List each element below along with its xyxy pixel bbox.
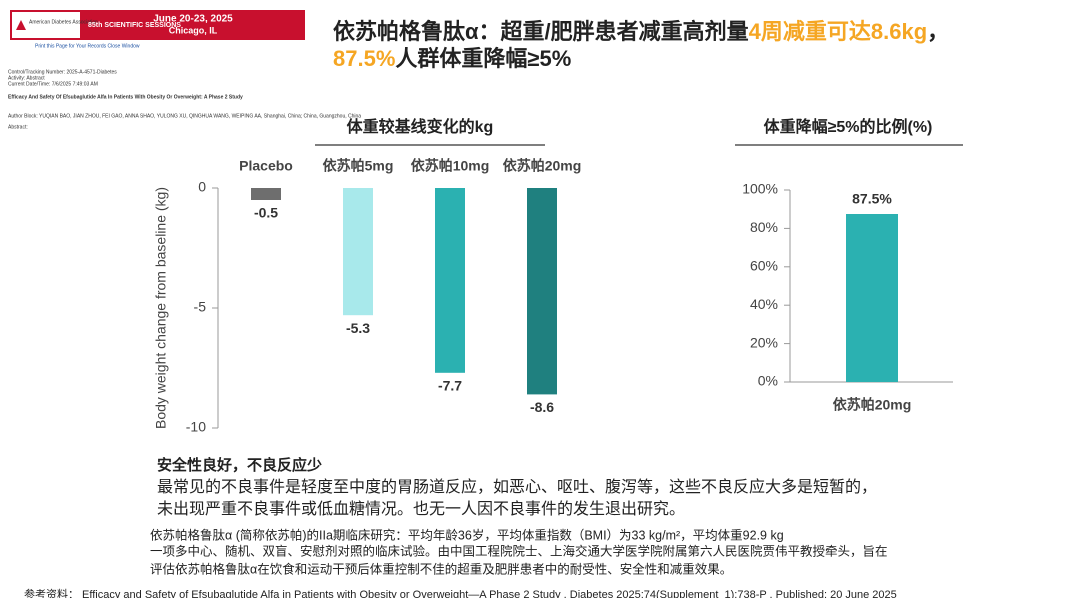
title-text: ，	[927, 19, 949, 44]
x-tick-label: 依苏帕10mg	[411, 158, 490, 174]
print-link[interactable]: Print this Page for Your Records Close W…	[35, 43, 140, 49]
x-tick-label: 依苏帕20mg	[503, 158, 582, 174]
value-label: -0.5	[254, 205, 278, 221]
banner-session: 85th SCIENTIFIC SESSIONS	[88, 22, 181, 29]
bar	[435, 188, 465, 373]
x-tick-label: 依苏帕5mg	[323, 158, 394, 174]
title-text: 依苏帕格鲁肽α：超重/肥胖患者减重高剂量	[333, 19, 749, 44]
bar	[343, 188, 373, 316]
logo-icon	[16, 20, 26, 30]
abstract: Abstract:	[8, 124, 28, 130]
y-tick-label: 40%	[750, 296, 778, 312]
y-tick-label: 0	[198, 179, 206, 195]
activity: Activity: Abstract	[8, 75, 45, 81]
value-label: -8.6	[530, 399, 554, 415]
abstract-title: Efficacy And Safety Of Efsubaglutide Alf…	[8, 94, 243, 100]
safety-heading: 安全性良好，不良反应少	[157, 456, 322, 474]
y-tick-label: 80%	[750, 219, 778, 235]
reference: 参考资料： Efficacy and Safety of Efsubagluti…	[24, 587, 897, 598]
note-line: 依苏帕格鲁肽α (简称依苏帕)的IIa期临床研究：平均年龄36岁，平均体重指数（…	[150, 527, 784, 542]
y-tick-label: 60%	[750, 258, 778, 274]
y-tick-label: 20%	[750, 334, 778, 350]
bar	[846, 214, 898, 382]
y-tick-label: -10	[186, 419, 206, 435]
value-label: -5.3	[346, 320, 370, 336]
title-text: 人群体重降幅≥5%	[395, 46, 571, 71]
title-highlight: 4周减重可达8.6kg	[749, 19, 928, 44]
bar	[527, 188, 557, 395]
x-tick-label: Placebo	[239, 158, 293, 174]
y-tick-label: 0%	[758, 373, 778, 389]
y-axis-label: Body weight change from baseline (kg)	[153, 187, 169, 429]
y-tick-label: 100%	[742, 181, 778, 197]
note-line: 评估依苏帕格鲁肽α在饮食和运动干预后体重控制不佳的超重及肥胖患者中的耐受性、安全…	[150, 561, 732, 576]
y-tick-label: -5	[194, 299, 207, 315]
title-line2: 87.5%人群体重降幅≥5%	[333, 46, 571, 71]
x-tick-label: 依苏帕20mg	[833, 397, 912, 413]
chart-title: 体重降幅≥5%的比例(%)	[764, 117, 933, 136]
chart-title: 体重较基线变化的kg	[347, 117, 494, 136]
value-label: 87.5%	[852, 191, 892, 207]
note-line: 一项多中心、随机、双盲、安慰剂对照的临床试验。由中国工程院院士、上海交通大学医学…	[150, 543, 888, 558]
banner-dates: June 20-23, 2025	[153, 14, 233, 25]
authors: Author Block: YUQIAN BAO, JIAN ZHOU, FEI…	[8, 113, 361, 119]
tracking: Control/Tracking Number: 2025-A-4571-Dia…	[8, 69, 117, 75]
banner-org: American Diabetes Association.	[29, 19, 99, 25]
title-highlight: 87.5%	[333, 46, 395, 71]
bar	[251, 188, 281, 200]
safety-line: 最常见的不良事件是轻度至中度的胃肠道反应，如恶心、呕吐、腹泻等，这些不良反应大多…	[157, 477, 877, 496]
title-line1: 依苏帕格鲁肽α：超重/肥胖患者减重高剂量4周减重可达8.6kg，	[333, 19, 949, 44]
value-label: -7.7	[438, 378, 462, 394]
safety-line: 未出现严重不良事件或低血糖情况。也无一人因不良事件的发生退出研究。	[157, 500, 685, 518]
date: Current Date/Time: 7/6/2025 7:49:03 AM	[8, 81, 98, 87]
banner-city: Chicago, IL	[169, 25, 218, 35]
